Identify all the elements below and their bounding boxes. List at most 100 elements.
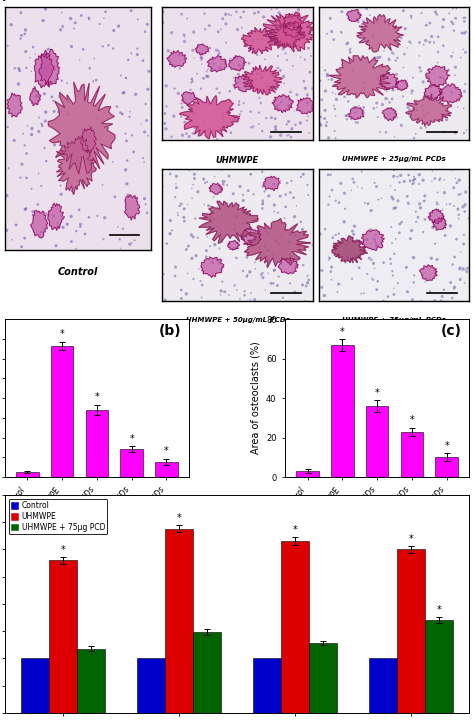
Point — [453, 3, 460, 14]
Point — [259, 271, 267, 283]
Point — [426, 210, 434, 222]
Point — [4, 40, 11, 51]
Point — [213, 83, 220, 94]
Point — [91, 53, 98, 64]
Point — [401, 23, 409, 35]
Point — [33, 90, 40, 102]
Point — [342, 257, 349, 269]
Point — [118, 108, 126, 120]
Text: *: * — [375, 388, 380, 397]
Point — [191, 173, 198, 184]
Point — [430, 37, 438, 48]
Point — [386, 96, 393, 108]
Bar — [51, 346, 73, 477]
Point — [343, 38, 350, 50]
Point — [205, 46, 212, 58]
Point — [381, 84, 389, 95]
Point — [171, 270, 179, 282]
Point — [145, 66, 153, 77]
Polygon shape — [48, 203, 64, 230]
Point — [327, 12, 334, 24]
Point — [337, 178, 345, 189]
Point — [345, 108, 352, 120]
Point — [459, 264, 466, 276]
Point — [246, 225, 254, 236]
Point — [134, 14, 142, 25]
Text: UHMWPE + 25μg/mL PCDs: UHMWPE + 25μg/mL PCDs — [342, 156, 446, 161]
Point — [200, 116, 208, 127]
Point — [189, 76, 196, 87]
Point — [27, 183, 35, 194]
Point — [57, 24, 64, 35]
Point — [137, 118, 145, 130]
Polygon shape — [207, 55, 227, 72]
Point — [462, 26, 470, 37]
Point — [52, 240, 60, 251]
Point — [353, 89, 361, 100]
Point — [416, 50, 423, 62]
Point — [247, 168, 255, 180]
Point — [54, 217, 61, 229]
Point — [431, 173, 438, 184]
Polygon shape — [348, 107, 364, 120]
Point — [447, 276, 455, 288]
Point — [122, 73, 130, 84]
Point — [347, 113, 355, 125]
Point — [286, 228, 293, 240]
Point — [223, 179, 231, 191]
Point — [214, 256, 222, 267]
Point — [341, 187, 348, 199]
Point — [248, 122, 255, 133]
Point — [123, 178, 131, 189]
Point — [214, 126, 221, 138]
Point — [394, 52, 401, 63]
Point — [233, 211, 241, 222]
Point — [272, 260, 279, 271]
Point — [421, 190, 428, 202]
Point — [338, 27, 346, 39]
Point — [181, 203, 188, 215]
Point — [325, 74, 332, 86]
Point — [202, 245, 210, 256]
Point — [51, 139, 58, 150]
Point — [419, 105, 427, 117]
Point — [251, 7, 258, 19]
Point — [440, 87, 447, 99]
Point — [420, 39, 428, 50]
Polygon shape — [35, 53, 54, 88]
Point — [160, 17, 167, 28]
Point — [48, 91, 55, 103]
Point — [292, 230, 299, 241]
Point — [113, 101, 121, 112]
Point — [389, 84, 397, 96]
Point — [247, 78, 255, 90]
Point — [356, 100, 363, 112]
Point — [416, 62, 424, 73]
Point — [391, 184, 399, 196]
Polygon shape — [283, 22, 301, 37]
Point — [76, 221, 84, 233]
Point — [268, 112, 275, 123]
Point — [461, 27, 468, 39]
Point — [59, 222, 67, 233]
Point — [79, 124, 86, 135]
Point — [350, 176, 358, 188]
Polygon shape — [195, 44, 209, 55]
Point — [273, 24, 280, 36]
Point — [231, 83, 238, 94]
Point — [231, 114, 239, 125]
Point — [255, 92, 263, 104]
Point — [188, 73, 196, 85]
Point — [243, 217, 251, 228]
Point — [166, 228, 174, 240]
Point — [388, 93, 396, 104]
Point — [219, 176, 227, 187]
Point — [354, 181, 361, 192]
Point — [325, 254, 333, 266]
Point — [456, 274, 464, 285]
Point — [236, 293, 244, 305]
Point — [440, 14, 447, 25]
Point — [141, 26, 149, 37]
Point — [258, 267, 265, 279]
Point — [64, 150, 71, 162]
